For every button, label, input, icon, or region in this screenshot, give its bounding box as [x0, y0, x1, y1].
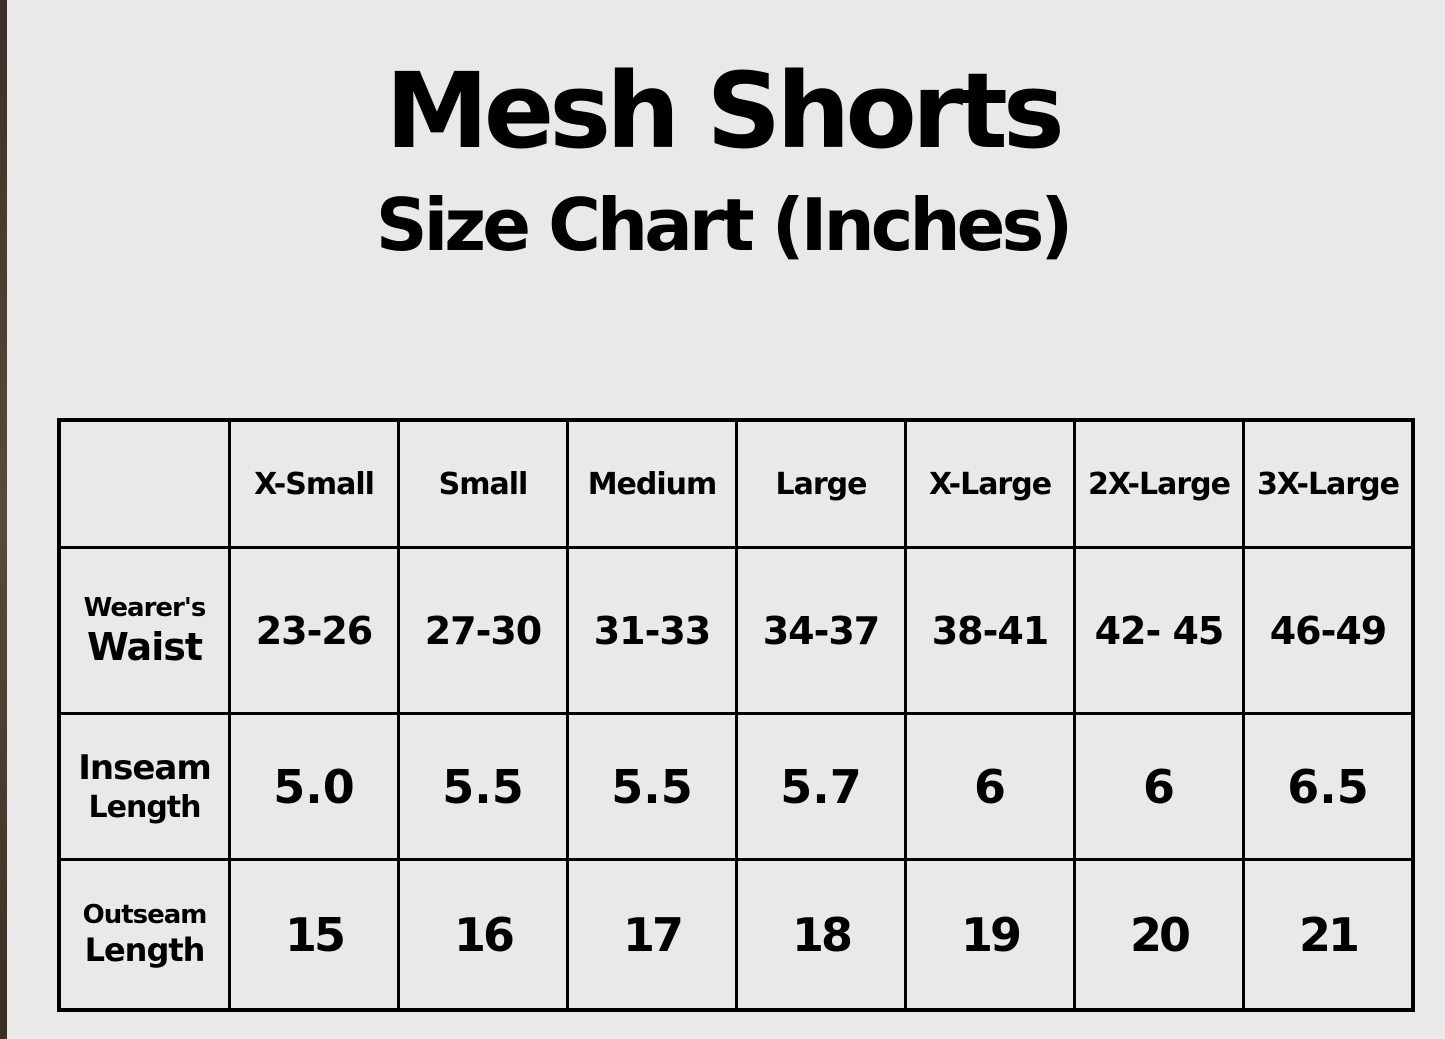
page-subtitle: Size Chart (Inches)	[375, 183, 1074, 267]
column-header: X-Small	[228, 418, 400, 549]
row-label-bottom: Length	[88, 789, 202, 825]
table-cell: 42- 45	[1073, 546, 1245, 715]
table-cell: 6	[1073, 712, 1245, 861]
row-header: Outseam Length	[57, 858, 231, 1012]
table-row: Wearer's Waist 23-26 27-30 31-33 34-37 38…	[57, 546, 1415, 715]
table-cell: 34-37	[735, 546, 907, 715]
table-cell: 46-49	[1242, 546, 1415, 715]
table-cell: 16	[397, 858, 569, 1012]
table-cell: 6	[904, 712, 1076, 861]
column-header: 3X-Large	[1242, 418, 1415, 549]
header-row: X-Small Small Medium Large X-Large 2X-La…	[57, 418, 1415, 549]
table-cell: 27-30	[397, 546, 569, 715]
table-cell: 21	[1242, 858, 1415, 1012]
row-label-bottom: Length	[84, 931, 206, 969]
row-header: Wearer's Waist	[57, 546, 231, 715]
column-header: Small	[397, 418, 569, 549]
column-header: Medium	[566, 418, 738, 549]
table-cell: 15	[228, 858, 400, 1012]
table-cell: 20	[1073, 858, 1245, 1012]
left-border-strip	[0, 0, 7, 1039]
table-cell: 38-41	[904, 546, 1076, 715]
size-chart-table: X-Small Small Medium Large X-Large 2X-La…	[57, 418, 1415, 1012]
table-cell: 5.5	[566, 712, 738, 861]
row-label-top: Inseam	[78, 747, 212, 788]
corner-cell	[57, 418, 231, 549]
table-cell: 5.7	[735, 712, 907, 861]
table-row: Outseam Length 15 16 17 18 19 20 21	[57, 858, 1415, 1012]
table-cell: 6.5	[1242, 712, 1415, 861]
column-header: 2X-Large	[1073, 418, 1245, 549]
row-label-bottom: Waist	[86, 624, 203, 669]
row-label-top: Wearer's	[83, 592, 207, 623]
table-cell: 23-26	[228, 546, 400, 715]
page-title: Mesh Shorts	[385, 50, 1064, 172]
table-cell: 19	[904, 858, 1076, 1012]
table-cell: 17	[566, 858, 738, 1012]
table-cell: 5.5	[397, 712, 569, 861]
table-row: Inseam Length 5.0 5.5 5.5 5.7 6 6 6.5	[57, 712, 1415, 861]
row-header: Inseam Length	[57, 712, 231, 861]
table-cell: 31-33	[566, 546, 738, 715]
column-header: X-Large	[904, 418, 1076, 549]
table-cell: 5.0	[228, 712, 400, 861]
table-cell: 18	[735, 858, 907, 1012]
row-label-top: Outseam	[82, 900, 208, 930]
column-header: Large	[735, 418, 907, 549]
